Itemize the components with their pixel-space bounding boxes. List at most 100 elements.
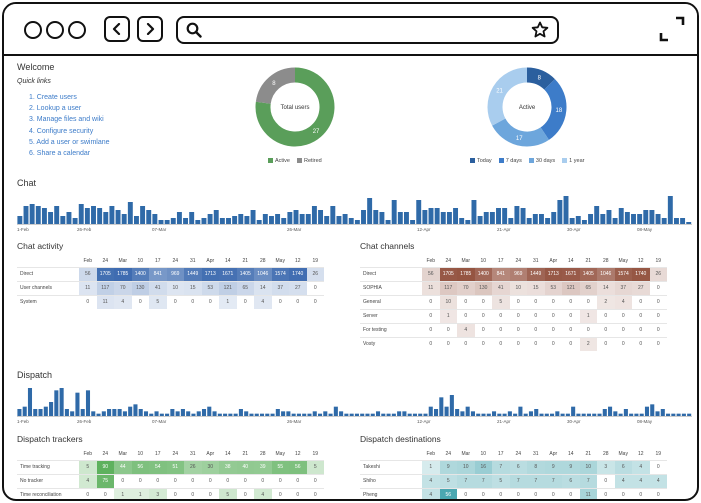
table-cell: 1400: [131, 266, 149, 281]
table-cell: 0: [439, 322, 457, 337]
table-cell: 1574: [271, 266, 289, 281]
chart-bar: [544, 413, 549, 416]
legend-item[interactable]: Today: [470, 158, 492, 164]
chart-bar: [286, 411, 291, 416]
chart-bar: [91, 411, 96, 416]
chart-bar: [183, 218, 189, 224]
chart-bar: [379, 212, 385, 224]
table-cell: 0: [271, 294, 289, 309]
quick-link[interactable]: 1. Create users: [29, 94, 77, 101]
window-control-dot[interactable]: [46, 21, 64, 39]
chart-bar: [164, 220, 170, 224]
quick-link[interactable]: 2. Lookup a user: [29, 105, 82, 113]
chart-bar: [339, 411, 344, 416]
chart-bar: [232, 216, 238, 224]
legend-swatch: [296, 158, 302, 164]
column-header: Feb: [83, 450, 93, 457]
table-cell: 0: [289, 487, 307, 499]
star-icon[interactable]: [531, 21, 549, 39]
table-cell: 56: [439, 487, 457, 499]
table-row[interactable]: No tracker 4 75 0 0 0 0 0 0 0 0 0 0 0 0: [17, 473, 324, 488]
table-cell: 4: [254, 487, 272, 499]
fullscreen-icon[interactable]: [659, 16, 685, 42]
table-row[interactable]: Pheng 4 56 0 0 0 0 0 0 0 11 0 0 0 0: [360, 487, 667, 499]
table-cell: 0: [271, 473, 289, 488]
chart-bar: [391, 413, 396, 416]
chart-bar: [133, 404, 138, 416]
chart-bar: [538, 214, 544, 224]
quick-link[interactable]: 3. Manage files and wiki: [29, 116, 104, 124]
legend-item[interactable]: Active: [268, 158, 290, 164]
table-cell: 26: [184, 459, 202, 474]
table-cell: 30: [201, 459, 219, 474]
table-cell: 51: [166, 459, 184, 474]
column-header: 19: [312, 450, 319, 457]
table-cell: 130: [131, 280, 149, 295]
chart-bar: [375, 411, 381, 416]
legend-swatch: [470, 158, 475, 164]
chart-bar: [370, 413, 375, 416]
quick-link[interactable]: 4. Configure security: [29, 127, 94, 135]
legend-item[interactable]: 7 days: [498, 158, 522, 164]
chart-bar: [138, 409, 143, 416]
chart-bar: [386, 413, 391, 416]
column-header: Apr: [549, 257, 558, 264]
window-control-dot[interactable]: [24, 21, 42, 39]
quick-link[interactable]: 5. Add a user or swimlane: [29, 138, 110, 146]
chart-bar: [661, 218, 667, 224]
table-cell: 0: [649, 459, 667, 474]
column-header: 12: [637, 257, 644, 264]
table-row[interactable]: Server 0 1 0 0 0 0 0 0 0 1 0 0 0 0: [360, 308, 667, 323]
column-header: 12: [294, 450, 301, 457]
table-cell: 10: [509, 280, 527, 295]
chat-activity-table: Feb 24 Mar 10 17 24 31 Apr 14 21 28 May 12 19 Direct 56…: [17, 255, 324, 309]
table-cell: 41: [149, 280, 167, 295]
table-cell: 1740: [289, 266, 307, 281]
table-cell: 0: [649, 280, 667, 295]
table-cell: 0: [474, 322, 492, 337]
table-cell: 0: [544, 487, 562, 499]
table-row[interactable]: Direct 56 1705 1785 1400 841 969 1449 1713 1671 14…: [17, 266, 324, 281]
table-row[interactable]: User channels 11 117 70 130 41 10 15 53 121 65 14 37…: [17, 280, 324, 295]
column-header: Apr: [549, 450, 558, 457]
window-control-dot[interactable]: [68, 21, 86, 39]
chart-tick-label: 21-Apr: [497, 419, 511, 424]
table-row[interactable]: Time tracking 5 90 44 56 54 51 26 30 38 40 39 55 56 5: [17, 459, 324, 474]
legend-item[interactable]: Retired: [296, 158, 322, 164]
chart-tick-label: 07-Mar: [152, 227, 167, 232]
quick-link[interactable]: 6. Share a calendar: [29, 150, 91, 158]
address-bar[interactable]: [176, 16, 559, 44]
table-row[interactable]: Takeshi 1 9 10 16 7 6 8 9 9 10 3 6 4 0: [360, 459, 667, 474]
chart-bar: [328, 413, 333, 416]
chart-bar: [412, 413, 417, 416]
table-cell: 2: [597, 294, 615, 309]
table-row[interactable]: SOPHIA 11 117 70 130 41 10 15 53 121 65 14 37 27 0: [360, 280, 667, 295]
table-row[interactable]: For testing 0 0 4 0 0 0 0 0 0 0 0 0 0 0: [360, 322, 667, 337]
table-row[interactable]: Shiho 4 5 7 7 5 7 7 7 6 7 0 4 4 4: [360, 473, 667, 488]
table-cell: 0: [597, 473, 615, 488]
table-row[interactable]: General 0 10 0 0 5 0 0 0 0 0 2 4 0 0: [360, 294, 667, 309]
table-row[interactable]: Direct 56 1705 1785 1400 841 969 1449 1713 1671 14…: [360, 266, 667, 281]
active-users-donut: 8 18 17 21 Active: [487, 67, 567, 147]
chart-bar: [59, 388, 64, 416]
legend-item[interactable]: 30 days: [528, 158, 555, 164]
chart-bar: [518, 406, 523, 416]
chart-bar: [159, 413, 164, 416]
column-header: May: [618, 450, 628, 457]
table-cell: 56: [289, 459, 307, 474]
chart-bar: [78, 204, 84, 224]
chart-bar: [244, 411, 249, 416]
legend-item[interactable]: 1 year: [562, 158, 584, 164]
table-row[interactable]: Vosty 0 0 0 0 0 0 0 0 0 2 0 0 0 0: [360, 336, 667, 351]
chart-bar: [201, 218, 207, 224]
chart-bar: [17, 409, 22, 416]
forward-button[interactable]: [137, 16, 163, 42]
table-cell: 0: [649, 294, 667, 309]
chart-bar: [336, 216, 342, 224]
chart-tick-label: 26-Mar: [287, 419, 302, 424]
total-users-legend: Active Retired: [268, 158, 322, 164]
table-row[interactable]: Time reconciliation 0 0 1 1 3 0 0 0 5 0 4 0 0 0: [17, 487, 324, 499]
table-row[interactable]: System 0 11 4 0 5 0 0 0 1 0 4 0 0 0: [17, 294, 324, 309]
chart-bar: [296, 413, 301, 416]
back-button[interactable]: [104, 16, 130, 42]
